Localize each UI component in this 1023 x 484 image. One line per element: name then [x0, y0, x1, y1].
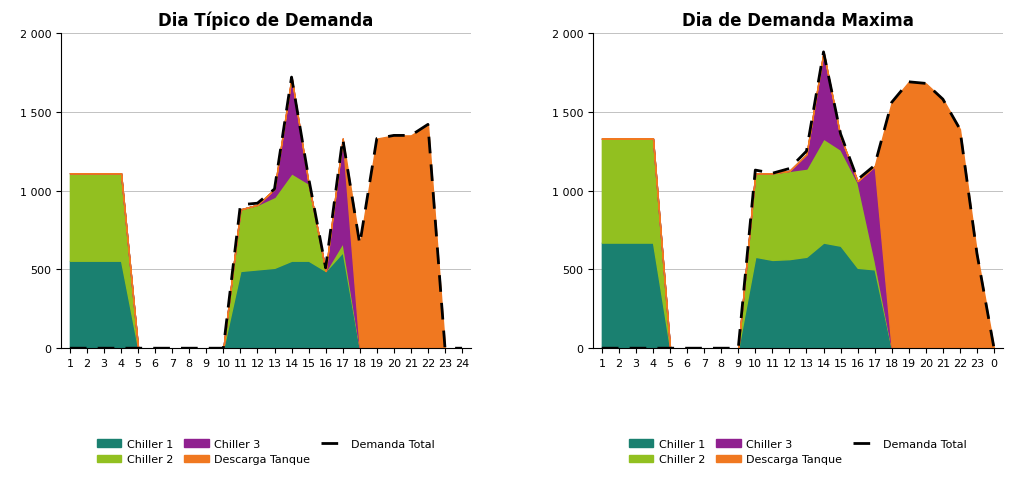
Title: Dia Típico de Demanda: Dia Típico de Demanda — [159, 11, 373, 30]
Title: Dia de Demanda Maxima: Dia de Demanda Maxima — [682, 12, 914, 30]
Legend: Chiller 1, Chiller 2, Chiller 3, Descarga Tanque, Demanda Total: Chiller 1, Chiller 2, Chiller 3, Descarg… — [92, 435, 440, 469]
Legend: Chiller 1, Chiller 2, Chiller 3, Descarga Tanque, Demanda Total: Chiller 1, Chiller 2, Chiller 3, Descarg… — [624, 435, 972, 469]
